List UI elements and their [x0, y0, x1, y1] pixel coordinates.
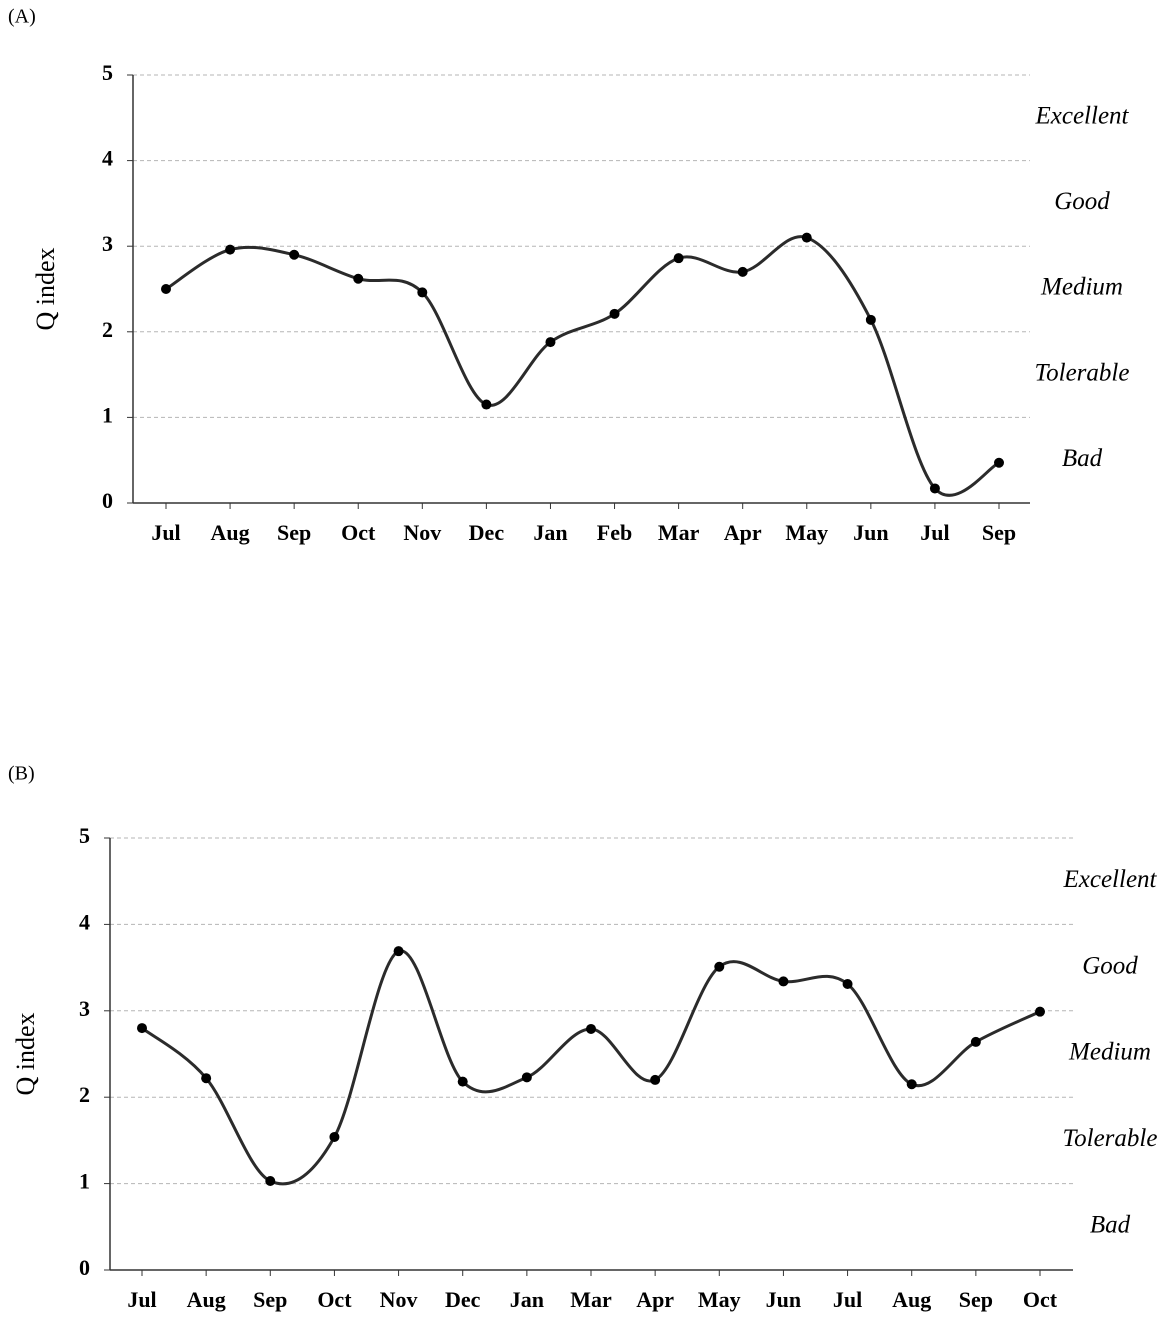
y-tick-label: 5 — [102, 60, 113, 85]
data-point — [906, 1079, 917, 1090]
data-point — [329, 1131, 340, 1142]
panel-label: (A) — [8, 6, 36, 28]
data-point — [161, 284, 171, 294]
x-tick-label: Sep — [277, 520, 311, 545]
y-tick-label: 5 — [79, 823, 90, 848]
data-point — [778, 976, 789, 987]
data-point — [609, 308, 620, 319]
x-tick-label: Oct — [317, 1287, 352, 1312]
x-tick-label: Aug — [892, 1287, 931, 1312]
band-label: Bad — [1090, 1212, 1131, 1239]
x-tick-label: Dec — [469, 520, 505, 545]
data-line — [141, 949, 1041, 1186]
band-label: Tolerable — [1035, 359, 1130, 386]
y-tick-label: 4 — [79, 909, 90, 934]
x-tick-label: Jul — [151, 520, 180, 545]
x-tick-label: Oct — [1023, 1287, 1058, 1312]
data-point — [417, 287, 428, 298]
y-axis-label: Q index — [31, 247, 60, 330]
band-label: Bad — [1062, 445, 1103, 472]
x-tick-label: Sep — [959, 1287, 993, 1312]
band-label: Medium — [1068, 1039, 1151, 1066]
data-point — [586, 1023, 596, 1034]
data-point — [842, 979, 853, 990]
data-point — [673, 253, 684, 264]
x-tick-label: May — [785, 520, 828, 545]
x-tick-label: Aug — [187, 1287, 226, 1312]
data-point — [714, 961, 725, 972]
band-label: Medium — [1040, 274, 1123, 301]
band-label: Good — [1054, 188, 1110, 215]
band-label: Excellent — [1035, 103, 1130, 130]
y-tick-label: 3 — [102, 231, 113, 256]
data-line — [165, 235, 1000, 497]
data-point — [265, 1176, 276, 1187]
x-tick-label: May — [698, 1287, 741, 1312]
x-tick-label: Feb — [597, 520, 632, 545]
data-point — [737, 266, 748, 277]
y-tick-label: 0 — [102, 488, 113, 513]
x-tick-label: Aug — [211, 520, 250, 545]
x-tick-label: Dec — [445, 1287, 481, 1312]
data-point — [201, 1073, 212, 1084]
band-label: Good — [1082, 952, 1138, 979]
data-point — [545, 337, 556, 348]
data-point — [970, 1036, 981, 1047]
x-tick-label: Jul — [833, 1287, 862, 1312]
band-label: Tolerable — [1063, 1125, 1158, 1152]
data-point — [289, 249, 300, 260]
y-tick-label: 2 — [102, 317, 113, 342]
x-tick-label: Mar — [658, 520, 700, 545]
data-point — [650, 1074, 661, 1085]
x-tick-label: Jun — [853, 520, 888, 545]
data-point — [481, 399, 492, 410]
x-tick-label: Sep — [982, 520, 1016, 545]
x-tick-label: Sep — [253, 1287, 287, 1312]
x-tick-label: Jan — [533, 520, 567, 545]
data-point — [994, 457, 1004, 468]
data-point — [457, 1076, 468, 1087]
band-label: Excellent — [1063, 866, 1158, 893]
x-tick-label: Nov — [380, 1287, 418, 1312]
y-tick-label: 2 — [79, 1082, 90, 1107]
data-point — [521, 1072, 532, 1083]
x-tick-label: Jul — [127, 1287, 156, 1312]
y-tick-label: 4 — [102, 146, 113, 171]
x-tick-label: Mar — [570, 1287, 612, 1312]
x-tick-label: Oct — [341, 520, 376, 545]
x-tick-label: Nov — [403, 520, 441, 545]
data-point — [393, 946, 404, 957]
y-tick-label: 0 — [79, 1255, 90, 1280]
y-tick-label: 1 — [102, 402, 113, 427]
x-tick-label: Apr — [636, 1287, 674, 1312]
y-tick-label: 3 — [79, 996, 90, 1021]
x-tick-label: Apr — [724, 520, 762, 545]
x-tick-label: Jun — [766, 1287, 801, 1312]
y-tick-label: 1 — [79, 1169, 90, 1194]
data-point — [1035, 1006, 1045, 1017]
data-point — [929, 483, 940, 494]
data-point — [353, 273, 364, 284]
x-tick-label: Jul — [920, 520, 949, 545]
data-point — [137, 1023, 147, 1034]
y-axis-label: Q index — [11, 1012, 40, 1095]
data-point — [801, 232, 812, 243]
data-point — [865, 314, 876, 325]
data-point — [225, 244, 236, 255]
panel-label: (B) — [8, 763, 35, 785]
x-tick-label: Jan — [510, 1287, 544, 1312]
